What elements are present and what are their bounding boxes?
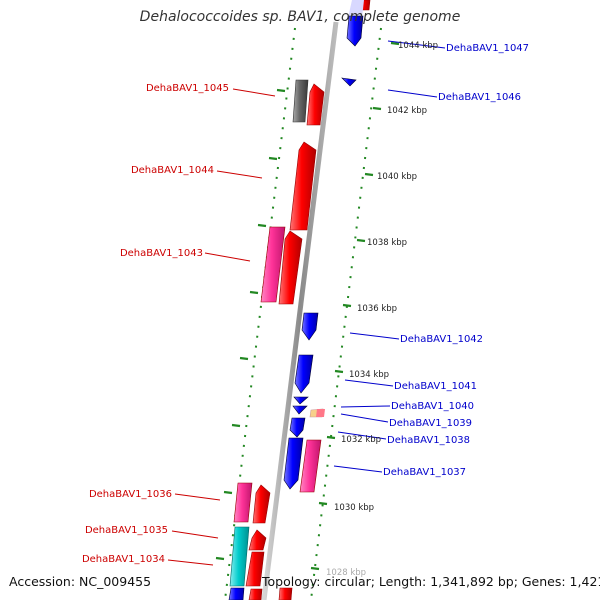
gene-feature-reverse[interactable] [301,312,319,341]
ruler-label: 1032 kbp [341,435,381,445]
accession-text: Accession: NC_009455 [9,574,152,589]
ruler-tick [334,369,344,374]
leader-line [167,559,214,566]
gene-feature-forward[interactable] [228,587,245,600]
gene-label-right[interactable]: DehaBAV1_1042 [400,334,483,345]
gene-label-left[interactable]: DehaBAV1_1036 [89,489,172,500]
gene-feature-forward[interactable] [252,484,271,524]
ruler-label: 1040 kbp [377,172,417,182]
leader-line [232,88,276,97]
ruler-tick [356,238,366,243]
genome-backbone [261,21,339,600]
gene-label-right[interactable]: DehaBAV1_1038 [387,435,470,446]
gene-label-left[interactable]: DehaBAV1_1045 [146,83,229,94]
genome-summary-text: Topology: circular; Length: 1,341,892 bp… [262,574,600,589]
ruler-tick [257,223,267,228]
ruler-tick [223,490,233,495]
leader-line [344,379,394,387]
gene-label-left[interactable]: DehaBAV1_1044 [131,165,214,176]
gene-feature-reverse[interactable] [341,77,357,87]
gene-feature-forward[interactable] [292,79,309,123]
gene-feature-forward[interactable] [278,587,293,600]
gene-feature-reverse[interactable] [293,396,309,405]
leader-line [387,40,446,49]
gene-feature-forward[interactable] [278,230,303,305]
ruler-tick [310,566,320,571]
gene-feature-forward[interactable] [233,482,253,523]
ruler-tick [268,156,278,161]
gene-feature-forward[interactable] [316,409,325,417]
gene-label-right[interactable]: DehaBAV1_1037 [383,467,466,478]
gene-feature-reverse[interactable] [346,15,364,47]
leader-line [340,413,389,423]
gene-label-left[interactable]: DehaBAV1_1043 [120,248,203,259]
gene-feature-forward[interactable] [229,526,250,587]
gene-feature-forward[interactable] [299,439,322,493]
gene-feature-reverse[interactable] [289,417,306,438]
ruler-tick [231,423,241,428]
ruler-tick [249,290,259,295]
map-title: Dehalococcoides sp. BAV1, complete genom… [139,9,461,25]
gene-feature-forward[interactable] [245,551,265,587]
ruler-tick [318,501,328,506]
gene-label-right[interactable]: DehaBAV1_1040 [391,401,474,412]
gene-feature-reverse[interactable] [283,437,304,490]
leader-line [204,252,251,262]
ruler-tick [364,172,374,177]
ruler-tick [390,41,400,46]
gene-label-left[interactable]: DehaBAV1_1034 [82,554,165,565]
ruler-label: 1028 kbp [326,568,366,578]
ruler-tick [342,303,352,308]
ruler-label: 1030 kbp [334,503,374,513]
ruler-label: 1038 kbp [367,238,407,248]
gene-feature-forward[interactable] [289,141,317,231]
gene-feature-forward[interactable] [306,83,325,126]
ruler-tick [239,356,249,361]
ruler-label: 1042 kbp [387,106,427,116]
ruler-label: 1034 kbp [349,370,389,380]
gene-label-right[interactable]: DehaBAV1_1041 [394,381,477,392]
ruler-tick [215,556,225,561]
gene-label-left[interactable]: DehaBAV1_1035 [85,525,168,536]
ruler-tick [276,88,286,93]
leader-line [349,332,400,340]
gene-feature-forward[interactable] [260,226,286,303]
leader-line [216,170,263,179]
gene-feature-reverse[interactable] [294,354,314,394]
leader-line [333,465,383,473]
gene-label-right[interactable]: DehaBAV1_1047 [446,43,529,54]
outer-dotted-ring [310,27,382,600]
leader-line [174,493,221,501]
leader-line [171,530,219,539]
gene-label-right[interactable]: DehaBAV1_1039 [389,418,472,429]
leader-line [340,405,391,408]
ruler-tick [372,106,382,111]
gene-feature-reverse[interactable] [348,0,364,18]
leader-line [387,89,438,98]
gene-feature-reverse[interactable] [292,405,308,415]
gene-feature-forward[interactable] [248,529,267,551]
ruler-tick [326,435,336,440]
gene-label-right[interactable]: DehaBAV1_1046 [438,92,521,103]
ruler-label: 1036 kbp [357,304,397,314]
leader-line [337,431,387,440]
ruler-label: 1044 kbp [398,41,438,51]
gene-feature-forward[interactable] [248,588,263,600]
